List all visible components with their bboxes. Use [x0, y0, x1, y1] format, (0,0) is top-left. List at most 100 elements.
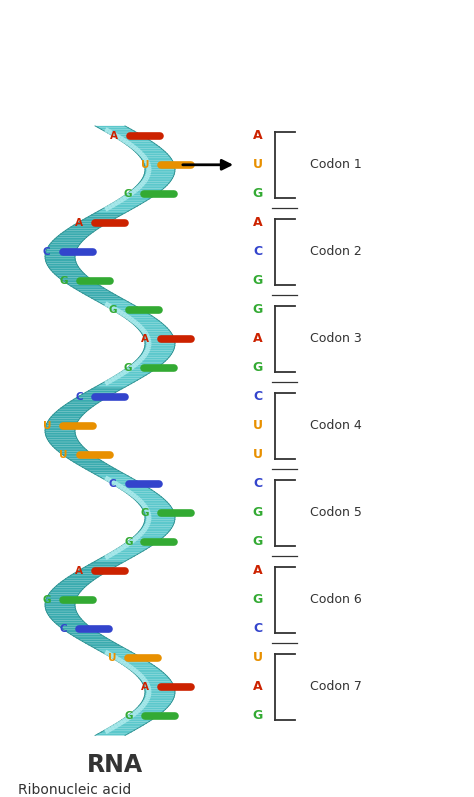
- Polygon shape: [65, 457, 98, 458]
- Polygon shape: [140, 157, 172, 159]
- Polygon shape: [48, 593, 80, 595]
- Text: C: C: [254, 391, 263, 403]
- Polygon shape: [141, 508, 173, 509]
- Polygon shape: [134, 324, 165, 326]
- Polygon shape: [55, 411, 86, 414]
- Polygon shape: [139, 504, 170, 505]
- Text: U: U: [108, 653, 117, 662]
- Polygon shape: [46, 608, 76, 610]
- Polygon shape: [119, 662, 152, 664]
- Polygon shape: [144, 512, 174, 514]
- Polygon shape: [122, 316, 155, 317]
- Polygon shape: [113, 724, 146, 725]
- Polygon shape: [47, 265, 79, 267]
- Polygon shape: [134, 361, 165, 363]
- Polygon shape: [137, 183, 169, 185]
- Polygon shape: [61, 406, 93, 408]
- Polygon shape: [145, 690, 175, 692]
- Polygon shape: [140, 528, 172, 530]
- Polygon shape: [145, 516, 175, 518]
- Polygon shape: [127, 493, 159, 495]
- Polygon shape: [53, 446, 84, 448]
- Polygon shape: [46, 261, 77, 264]
- Polygon shape: [140, 354, 172, 355]
- Text: A: A: [75, 218, 82, 228]
- Polygon shape: [50, 242, 81, 245]
- Polygon shape: [65, 631, 98, 633]
- Polygon shape: [82, 642, 116, 643]
- Polygon shape: [55, 622, 86, 624]
- Polygon shape: [141, 333, 173, 335]
- Polygon shape: [59, 408, 91, 410]
- Polygon shape: [86, 391, 118, 392]
- Polygon shape: [131, 189, 164, 190]
- Polygon shape: [134, 186, 165, 189]
- Polygon shape: [124, 368, 157, 370]
- Text: RNA: RNA: [87, 753, 143, 777]
- Polygon shape: [45, 607, 75, 608]
- Polygon shape: [136, 359, 167, 361]
- Polygon shape: [145, 342, 175, 344]
- Text: Codon 2: Codon 2: [310, 245, 362, 258]
- Polygon shape: [74, 571, 107, 574]
- Text: U: U: [43, 421, 51, 430]
- Polygon shape: [68, 458, 101, 461]
- Polygon shape: [140, 680, 172, 681]
- Polygon shape: [80, 292, 112, 293]
- Polygon shape: [101, 129, 134, 132]
- Polygon shape: [55, 274, 86, 276]
- Text: G: G: [60, 276, 68, 286]
- Polygon shape: [48, 441, 80, 443]
- Polygon shape: [63, 455, 96, 457]
- Polygon shape: [59, 583, 91, 584]
- Polygon shape: [145, 345, 175, 347]
- Polygon shape: [74, 288, 107, 289]
- Polygon shape: [139, 155, 170, 157]
- Polygon shape: [46, 424, 77, 426]
- Polygon shape: [136, 708, 167, 709]
- Text: A: A: [141, 681, 149, 692]
- Polygon shape: [59, 277, 91, 279]
- Polygon shape: [101, 304, 134, 305]
- Polygon shape: [144, 696, 174, 697]
- Polygon shape: [82, 218, 116, 220]
- Text: Codon 7: Codon 7: [310, 680, 362, 693]
- Polygon shape: [68, 633, 101, 634]
- Polygon shape: [92, 646, 125, 649]
- Polygon shape: [141, 701, 173, 702]
- Polygon shape: [59, 626, 91, 627]
- Text: G: G: [124, 536, 133, 547]
- Text: A: A: [141, 334, 149, 344]
- Polygon shape: [108, 481, 140, 483]
- Text: G: G: [253, 187, 263, 200]
- Polygon shape: [45, 430, 75, 433]
- Polygon shape: [124, 194, 157, 195]
- Text: U: U: [253, 448, 263, 461]
- Polygon shape: [61, 232, 93, 234]
- Polygon shape: [95, 559, 128, 561]
- Polygon shape: [51, 589, 83, 591]
- Polygon shape: [110, 551, 144, 552]
- Polygon shape: [124, 542, 157, 544]
- Polygon shape: [104, 380, 137, 382]
- Polygon shape: [113, 311, 146, 312]
- Polygon shape: [101, 208, 134, 210]
- Polygon shape: [45, 429, 75, 430]
- Polygon shape: [101, 556, 134, 558]
- Polygon shape: [55, 586, 86, 587]
- Text: G: G: [253, 709, 263, 722]
- Polygon shape: [119, 488, 152, 490]
- Text: G: G: [253, 303, 263, 316]
- Polygon shape: [145, 344, 175, 345]
- Text: Codon 5: Codon 5: [310, 506, 362, 519]
- Polygon shape: [74, 223, 107, 226]
- Polygon shape: [51, 445, 83, 446]
- Polygon shape: [143, 699, 173, 701]
- Text: Codon 6: Codon 6: [310, 593, 362, 607]
- Text: G: G: [253, 361, 263, 375]
- Polygon shape: [134, 673, 165, 674]
- Polygon shape: [46, 422, 77, 424]
- Polygon shape: [48, 615, 80, 617]
- Polygon shape: [65, 402, 98, 405]
- Polygon shape: [46, 599, 76, 602]
